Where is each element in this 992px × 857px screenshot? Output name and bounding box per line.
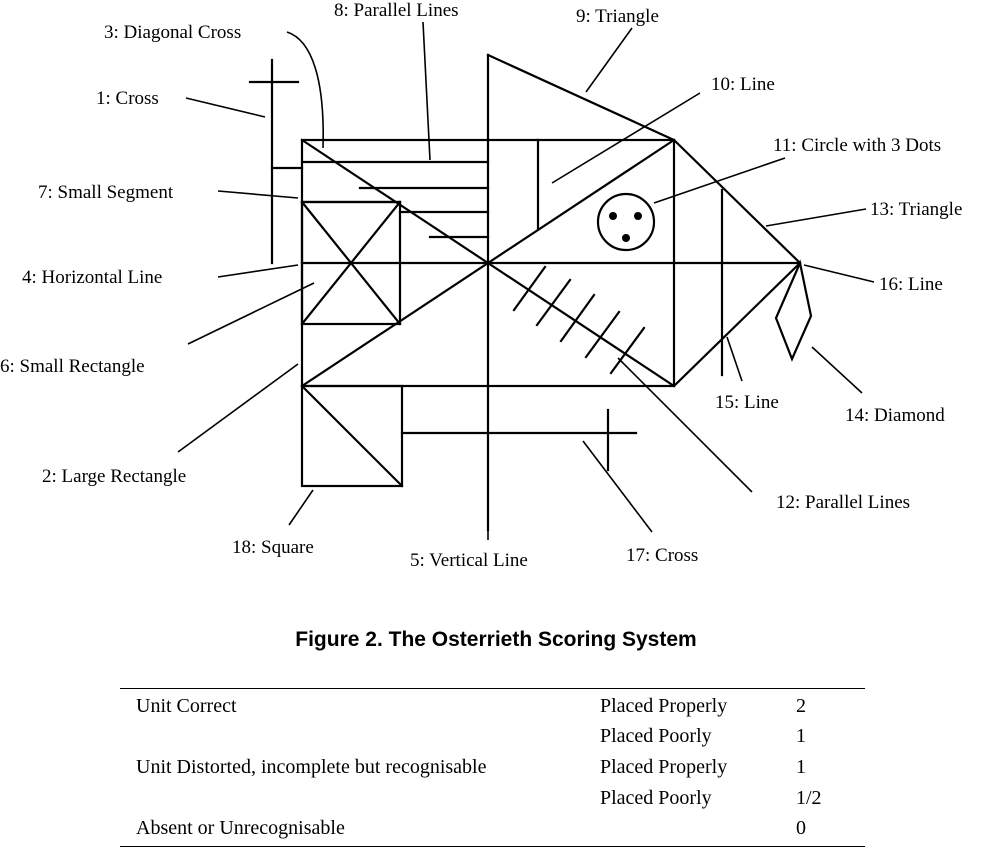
placement-cell: Placed Properly xyxy=(600,694,728,717)
label-line-15: 15: Line xyxy=(715,392,779,413)
circle-dots xyxy=(609,212,642,242)
label-cross-1: 1: Cross xyxy=(96,88,159,109)
table-row: Absent or Unrecognisable 0 xyxy=(120,813,865,844)
dot xyxy=(622,234,630,242)
score-cell: 2 xyxy=(796,694,806,717)
table-row: Placed Poorly 1 xyxy=(120,722,865,753)
label-diamond: 14: Diamond xyxy=(845,405,945,426)
unit-cell: Unit Distorted, incomplete but recognisa… xyxy=(136,755,487,778)
square-diagonal xyxy=(300,384,404,488)
diamond xyxy=(774,259,813,362)
scoring-table: Unit Correct Placed Properly 2 Placed Po… xyxy=(120,688,865,847)
figure-drawing xyxy=(248,53,813,532)
label-cross-17: 17: Cross xyxy=(626,545,698,566)
table-row: Placed Poorly 1/2 xyxy=(120,783,865,814)
small-rectangle-diagonal xyxy=(300,200,402,326)
label-triangle-9: 9: Triangle xyxy=(576,6,659,27)
table-row: Unit Distorted, incomplete but recognisa… xyxy=(120,752,865,783)
short-parallel-line xyxy=(584,310,621,359)
score-cell: 1 xyxy=(796,755,806,778)
label-horizontal-line: 4: Horizontal Line xyxy=(22,267,162,288)
short-parallel-line xyxy=(609,326,646,375)
label-vertical-line: 5: Vertical Line xyxy=(410,550,528,571)
score-cell: 1 xyxy=(796,725,806,748)
label-small-segment: 7: Small Segment xyxy=(38,182,174,203)
figure-caption: Figure 2. The Osterrieth Scoring System xyxy=(295,628,697,651)
score-cell: 1/2 xyxy=(796,786,822,809)
circle-with-dots xyxy=(596,192,656,252)
short-parallel-line xyxy=(512,265,547,312)
label-diagonal-cross: 3: Diagonal Cross xyxy=(104,22,241,43)
short-parallel-line xyxy=(535,278,572,327)
table-row: Unit Correct Placed Properly 2 xyxy=(120,691,865,722)
placement-cell: Placed Poorly xyxy=(600,725,712,748)
label-large-rectangle: 2: Large Rectangle xyxy=(42,466,186,487)
label-circle-with-dots: 11: Circle with 3 Dots xyxy=(773,135,941,156)
label-square: 18: Square xyxy=(232,537,314,558)
unit-cell: Unit Correct xyxy=(136,694,237,717)
figure-labels: 1: Cross 2: Large Rectangle 3: Diagonal … xyxy=(0,0,962,571)
placement-cell: Placed Properly xyxy=(600,755,728,778)
score-cell: 0 xyxy=(796,817,806,840)
square xyxy=(300,384,404,488)
placement-cell: Placed Poorly xyxy=(600,786,712,809)
dot xyxy=(609,212,617,220)
leader-lines xyxy=(177,21,875,540)
unit-cell: Absent or Unrecognisable xyxy=(136,817,345,840)
label-triangle-13: 13: Triangle xyxy=(870,199,962,220)
dot xyxy=(634,212,642,220)
short-parallel-line xyxy=(559,293,596,343)
top-triangle xyxy=(486,53,676,142)
label-small-rectangle: 6: Small Rectangle xyxy=(0,356,145,377)
label-parallel-lines-12: 12: Parallel Lines xyxy=(776,492,910,513)
rey-osterrieth-figure: 1: Cross 2: Large Rectangle 3: Diagonal … xyxy=(0,0,962,571)
label-parallel-lines-8: 8: Parallel Lines xyxy=(334,0,459,21)
label-line-10: 10: Line xyxy=(711,74,775,95)
label-line-16: 16: Line xyxy=(879,274,943,295)
